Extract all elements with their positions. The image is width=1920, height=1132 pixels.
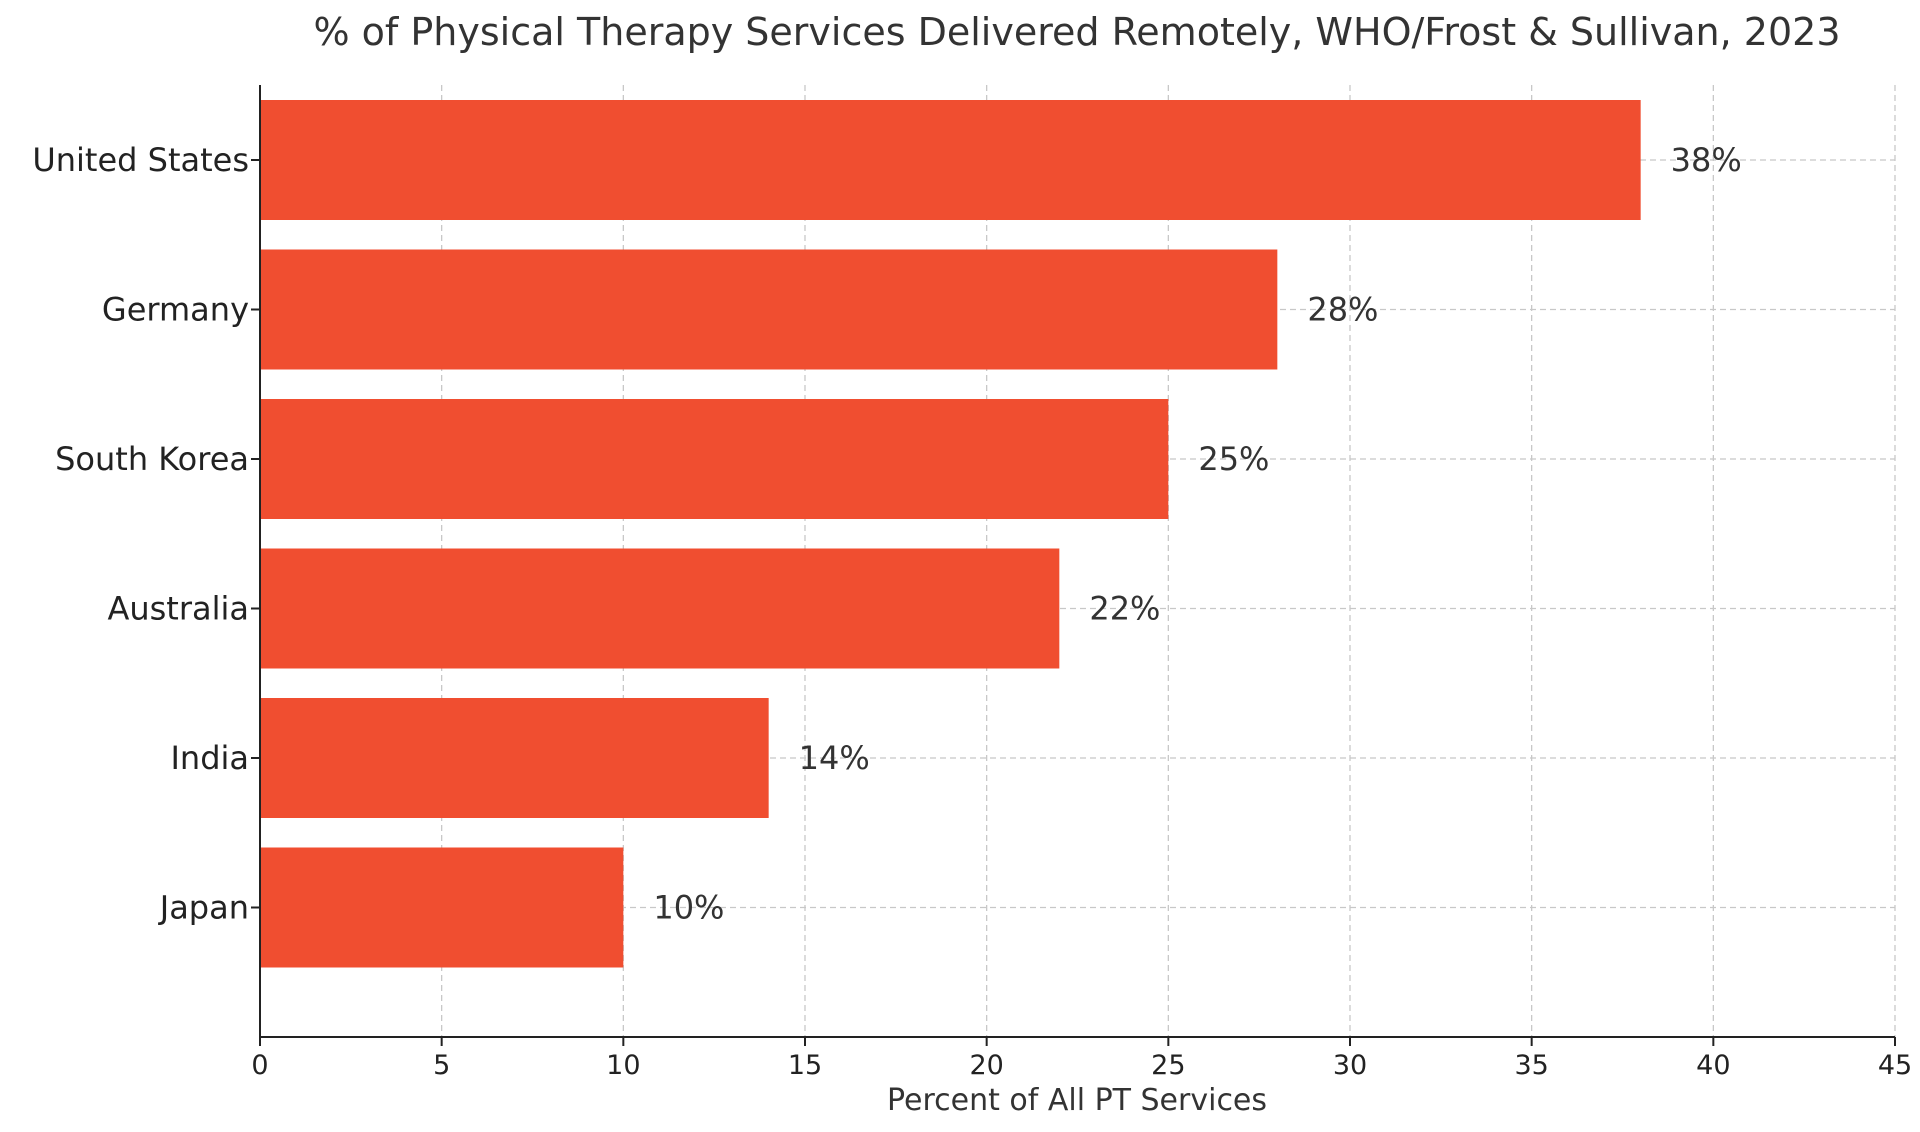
x-tick-label: 15 (788, 1050, 822, 1081)
x-tick-label: 30 (1333, 1050, 1367, 1081)
bar (260, 100, 1641, 220)
y-axis-tick-labels: United States Germany South Korea Australia… (32, 141, 249, 927)
y-tick-label: South Korea (55, 440, 249, 478)
data-label: 38% (1671, 141, 1742, 179)
x-tick-label: 5 (433, 1050, 450, 1081)
data-label: 10% (653, 889, 724, 927)
chart-title: % of Physical Therapy Services Delivered… (313, 10, 1840, 54)
x-tick-label: 40 (1696, 1050, 1730, 1081)
x-tick-label: 20 (969, 1050, 1003, 1081)
bar (260, 249, 1278, 370)
y-tick-label: Australia (107, 590, 249, 628)
x-axis-tick-labels: 0 5 10 15 20 25 30 35 40 45 (251, 1050, 1912, 1081)
axes (251, 85, 1896, 1046)
y-tick-label: Germany (102, 291, 249, 329)
bar (260, 698, 769, 818)
bar (260, 847, 624, 968)
x-tick-label: 0 (251, 1050, 268, 1081)
data-label: 25% (1198, 440, 1269, 478)
x-tick-label: 25 (1151, 1050, 1185, 1081)
bar (260, 548, 1060, 669)
x-axis-label: Percent of All PT Services (887, 1083, 1267, 1118)
y-tick-label: United States (32, 141, 249, 179)
bar (260, 399, 1169, 519)
x-tick-label: 10 (606, 1050, 640, 1081)
x-tick-label: 35 (1514, 1050, 1548, 1081)
data-label: 14% (799, 739, 870, 777)
y-tick-label: India (170, 739, 249, 777)
x-tick-label: 45 (1878, 1050, 1912, 1081)
y-tick-label: Japan (158, 889, 249, 927)
data-label: 28% (1307, 291, 1378, 329)
data-label: 22% (1089, 590, 1160, 628)
data-labels: 38% 28% 25% 22% 14% 10% (653, 141, 1741, 927)
bars (260, 100, 1641, 968)
